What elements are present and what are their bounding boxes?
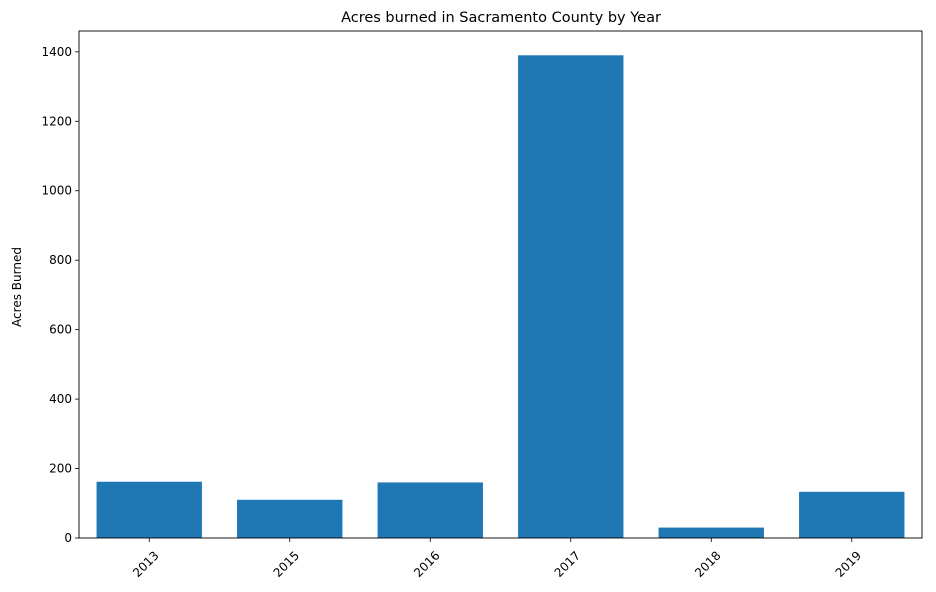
y-tick-label: 600 <box>49 323 72 337</box>
y-axis-label: Acres Burned <box>10 247 24 327</box>
bar-2017 <box>518 55 624 538</box>
x-axis-ticks: 2013 2015 2016 2017 2018 2019 <box>130 538 864 580</box>
y-tick-label: 400 <box>49 392 72 406</box>
y-tick-label: 800 <box>49 253 72 267</box>
x-tick-label: 2015 <box>271 548 302 579</box>
y-tick-label: 200 <box>49 462 72 476</box>
x-tick-label: 2013 <box>130 548 161 579</box>
x-tick-label: 2017 <box>552 548 583 579</box>
x-tick-label: 2018 <box>692 548 723 579</box>
y-tick-label: 1000 <box>41 184 72 198</box>
bar-2015 <box>237 499 343 538</box>
y-tick-label: 0 <box>64 531 72 545</box>
chart-title: Acres burned in Sacramento County by Yea… <box>341 10 661 26</box>
y-axis-ticks: 0 200 400 600 800 1000 1200 1400 <box>41 45 79 545</box>
x-tick-label: 2019 <box>833 548 864 579</box>
plot-frame <box>78 30 923 539</box>
y-tick-label: 1400 <box>41 45 72 59</box>
bar-2016 <box>377 482 483 538</box>
x-tick-label: 2016 <box>411 548 442 579</box>
bars-group <box>96 55 905 538</box>
y-tick-label: 1200 <box>41 114 72 128</box>
bar-2018 <box>658 527 764 538</box>
bar-2019 <box>799 491 905 538</box>
bar-2013 <box>96 481 202 538</box>
